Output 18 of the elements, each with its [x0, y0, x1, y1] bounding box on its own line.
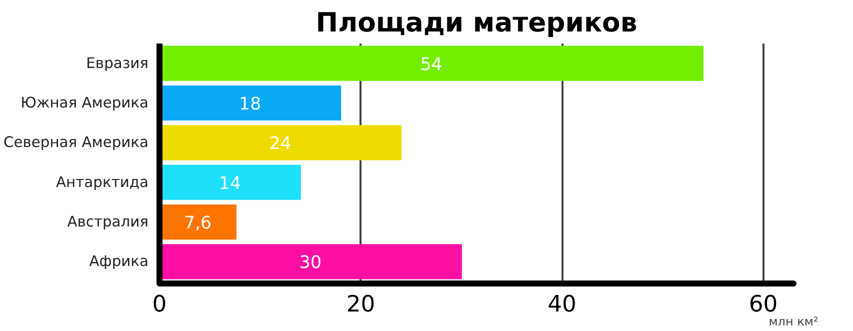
data-label: 30 [299, 253, 322, 274]
y-tick-label: Африка [89, 253, 149, 270]
x-axis-title: млн км² [768, 314, 818, 328]
y-tick-label: Южная Америка [20, 94, 148, 112]
data-label: 24 [269, 134, 292, 154]
data-label: 18 [239, 94, 262, 115]
chart-title: Площади материков [316, 8, 638, 38]
data-label: 54 [420, 54, 442, 75]
x-tick-label: 20 [346, 292, 376, 318]
data-label: 14 [218, 174, 241, 194]
y-tick-label: Антарктида [56, 174, 149, 191]
x-tick-label: 0 [152, 292, 167, 318]
x-tick-label: 60 [748, 292, 778, 318]
y-tick-label: Евразия [86, 54, 149, 72]
data-label: 7,6 [184, 214, 212, 234]
y-tick-label: Северная Америка [3, 134, 149, 152]
x-tick-label: 40 [548, 292, 576, 318]
y-tick-label: Австралия [67, 214, 149, 231]
